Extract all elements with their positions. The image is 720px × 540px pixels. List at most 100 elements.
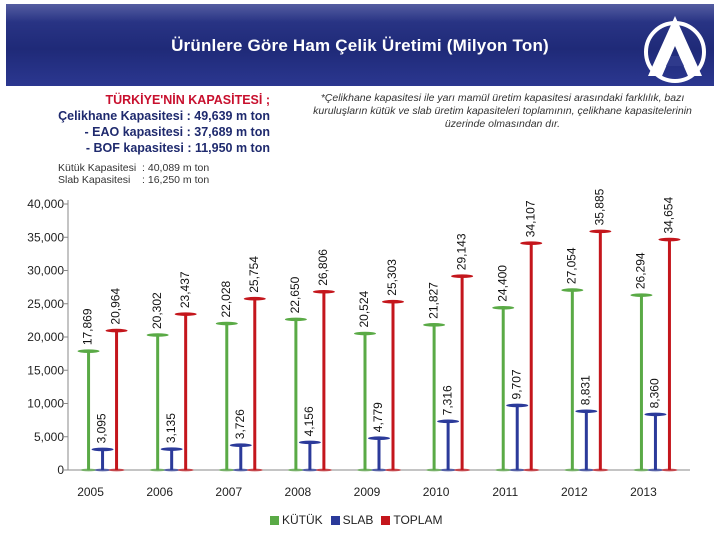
data-label-kütük-2011: 24,400: [495, 265, 509, 302]
data-label-slab-2007: 3,726: [233, 409, 247, 439]
bar-base-toplam-2005: [108, 468, 125, 472]
capacity-note: TÜRKİYE'NİN KAPASİTESİ ; Çelikhane Kapas…: [20, 92, 270, 156]
eao-capacity: - EAO kapasitesi : 37,689 m ton: [84, 125, 271, 139]
bar-kütük-2013: [639, 295, 643, 470]
bof-capacity: - BOF kapasitesi : 11,950 m ton: [85, 141, 270, 155]
semi-product-capacity: Kütük Kapasitesi : 40,089 m ton Slab Kap…: [58, 162, 209, 186]
data-label-toplam-2009: 25,303: [385, 259, 399, 296]
y-tick-label: 40,000: [27, 197, 64, 211]
bar-base-kütük-2007: [218, 468, 235, 472]
bar-toplam-2010: [460, 276, 464, 470]
data-label-kütük-2007: 22,028: [219, 280, 233, 317]
bar-cap-slab-2013: [644, 412, 667, 417]
x-tick-label: 2009: [354, 485, 381, 499]
y-tick-label: 5,000: [34, 430, 64, 444]
legend-item-toplam: TOPLAM: [381, 513, 442, 527]
data-label-slab-2010: 7,316: [440, 385, 454, 415]
bar-cap-kütük-2012: [561, 288, 584, 292]
bar-slab-2013: [653, 414, 657, 470]
bar-base-slab-2006: [163, 468, 180, 472]
bar-slab-2006: [170, 449, 174, 470]
data-label-toplam-2013: 34,654: [662, 197, 676, 234]
bar-cap-toplam-2012: [589, 229, 612, 234]
bar-cap-slab-2008: [298, 440, 321, 445]
bar-base-kütük-2009: [357, 468, 373, 472]
bar-base-toplam-2010: [454, 468, 471, 472]
data-label-slab-2009: 4,779: [371, 402, 385, 432]
bar-cap-kütük-2007: [215, 321, 238, 326]
billet-capacity: Kütük Kapasitesi : 40,089 m ton: [58, 162, 210, 174]
bar-cap-kütük-2005: [77, 349, 100, 353]
footnote: *Çelikhane kapasitesi ile yarı mamül üre…: [313, 92, 692, 130]
y-tick-label: 25,000: [27, 297, 64, 311]
x-tick-label: 2006: [146, 485, 173, 499]
bar-cap-toplam-2006: [174, 312, 197, 316]
bar-base-slab-2005: [94, 468, 111, 472]
logo-icon: [644, 16, 706, 83]
data-label-kütük-2009: 20,524: [357, 290, 371, 327]
data-label-toplam-2011: 34,107: [523, 200, 537, 237]
bar-slab-2005: [101, 449, 105, 470]
bar-toplam-2005: [115, 330, 119, 470]
y-tick-label: 30,000: [27, 264, 64, 278]
bar-base-slab-2013: [647, 468, 664, 472]
data-label-kütük-2008: 22,650: [288, 276, 302, 313]
x-tick-label: 2005: [77, 485, 104, 499]
bar-cap-slab-2006: [160, 447, 183, 451]
bar-kütük-2005: [87, 351, 91, 470]
data-label-slab-2006: 3,135: [164, 413, 178, 443]
x-tick-label: 2007: [215, 485, 242, 499]
capacity-total: Çelikhane Kapasitesi : 49,639 m ton: [58, 109, 270, 123]
bar-base-kütük-2006: [149, 468, 166, 472]
bar-base-kütük-2010: [426, 468, 443, 472]
x-tick-label: 2008: [285, 485, 312, 499]
bar-base-toplam-2007: [246, 468, 263, 472]
bar-base-toplam-2011: [523, 468, 540, 472]
bar-cap-slab-2011: [506, 403, 529, 408]
bar-base-kütük-2008: [287, 468, 304, 472]
page-title: Ürünlere Göre Ham Çelik Üretimi (Milyon …: [171, 36, 549, 55]
bar-base-kütük-2005: [80, 468, 97, 472]
data-label-toplam-2008: 26,806: [316, 249, 330, 286]
bar-base-kütük-2011: [495, 468, 512, 472]
data-label-kütük-2010: 21,827: [426, 282, 440, 319]
bar-base-slab-2008: [301, 468, 318, 472]
legend-item-kutuk: KÜTÜK: [270, 513, 323, 527]
bar-cap-slab-2005: [91, 447, 114, 452]
bar-kütük-2011: [501, 307, 505, 470]
data-label-toplam-2007: 25,754: [247, 256, 261, 293]
bar-base-slab-2007: [232, 468, 249, 472]
bar-slab-2011: [515, 405, 519, 470]
data-label-kütük-2013: 26,294: [634, 252, 648, 289]
title-bar: Ürünlere Göre Ham Çelik Üretimi (Milyon …: [6, 4, 714, 86]
bar-toplam-2011: [529, 243, 533, 470]
data-label-slab-2013: 8,360: [648, 378, 662, 408]
x-tick-label: 2011: [492, 485, 518, 499]
data-label-slab-2012: 8,831: [579, 375, 593, 405]
bar-base-slab-2012: [578, 468, 595, 472]
bar-cap-slab-2009: [368, 436, 390, 441]
data-label-kütük-2005: 17,869: [81, 308, 95, 345]
bar-cap-kütük-2013: [630, 293, 653, 297]
bar-toplam-2006: [184, 314, 188, 470]
bar-toplam-2012: [598, 231, 602, 470]
legend-item-slab: SLAB: [330, 513, 373, 527]
bar-cap-kütük-2006: [146, 333, 169, 337]
bar-base-toplam-2008: [315, 468, 332, 472]
bar-cap-toplam-2011: [520, 241, 543, 245]
bar-base-slab-2010: [440, 468, 457, 472]
y-tick-label: 10,000: [27, 397, 64, 411]
y-tick-label: 35,000: [27, 230, 64, 244]
y-tick-label: 20,000: [27, 330, 64, 344]
bar-cap-kütük-2009: [354, 331, 376, 336]
data-label-toplam-2010: 29,143: [454, 233, 468, 270]
bar-kütük-2012: [570, 290, 574, 470]
chart-legend: KÜTÜK SLAB TOPLAM: [270, 513, 442, 527]
bar-cap-toplam-2013: [658, 237, 681, 242]
data-label-kütük-2012: 27,054: [565, 247, 579, 284]
bar-slab-2010: [446, 421, 450, 470]
bar-kütük-2010: [432, 324, 436, 470]
data-label-slab-2008: 4,156: [302, 406, 316, 436]
bar-toplam-2009: [391, 301, 395, 470]
